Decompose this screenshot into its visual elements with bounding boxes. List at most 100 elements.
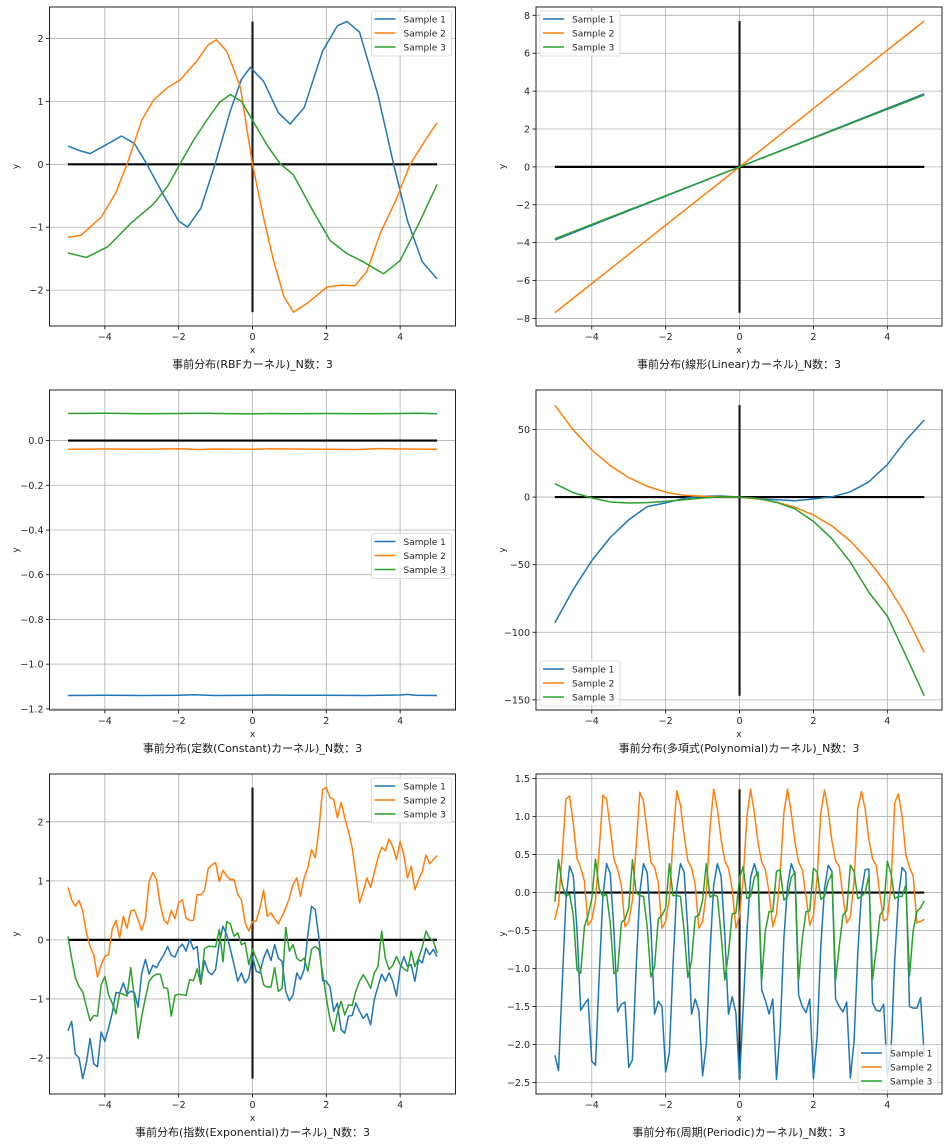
y-tick-label: 6 (524, 49, 530, 60)
legend-label-2: Sample 2 (890, 1064, 932, 1074)
subplot-exponential: −4 −2 0 2 4 −2 −1 0 1 2 x y 事前分布(指数(Exponential)カーネル… (12, 773, 456, 1139)
legend-label-3: Sample 3 (572, 44, 614, 54)
subplot-rbf: −4 −2 0 2 4 −2 −1 0 1 2 x y 事前分布(RBFカーネル)_N数：3 Sample… (12, 6, 456, 371)
y-tick-label: 1.5 (515, 774, 530, 785)
subplot-polynomial: −4 −2 0 2 4 −150 −100 −50 0 50 x y 事前分布(多項式(Polynomi… (498, 389, 943, 755)
legend-label-1: Sample 1 (404, 538, 446, 548)
y-tick-label: 2 (37, 34, 43, 45)
x-tick-label: −2 (172, 1100, 186, 1111)
subplot-title: 事前分布(多項式(Polynomial)カーネル)_N数：3 (619, 741, 860, 755)
legend-label-2: Sample 2 (572, 30, 614, 40)
legend-box (539, 660, 621, 707)
x-tick-label: 2 (810, 332, 816, 343)
y-tick-label: 1 (37, 876, 43, 887)
legend-label-1: Sample 1 (890, 1050, 932, 1060)
legend-box (371, 533, 452, 579)
legend: Sample 1 Sample 2 Sample 3 (371, 777, 452, 824)
legend-label-3: Sample 3 (404, 566, 446, 576)
legend-label-1: Sample 1 (572, 666, 614, 676)
y-tick-label: −1 (29, 994, 43, 1005)
y-tick-label: −1.0 (20, 660, 43, 671)
axes-frame (49, 6, 456, 327)
x-tick-label: −4 (98, 332, 112, 343)
x-tick-label: 0 (737, 1100, 743, 1111)
y-tick-label: 50 (518, 425, 530, 436)
y-tick-label: 1 (37, 97, 43, 108)
y-tick-label: 0 (524, 162, 530, 173)
legend-box (371, 777, 452, 824)
x-tick-label: 4 (884, 332, 890, 343)
x-tick-label: 2 (323, 332, 329, 343)
y-tick-label: −1 (29, 223, 43, 234)
y-tick-label: −2 (516, 200, 530, 211)
y-tick-label: −2.5 (507, 1078, 530, 1089)
y-tick-label: −0.2 (20, 481, 43, 492)
axes-frame (49, 389, 456, 711)
y-tick-label: 0.0 (28, 436, 43, 447)
legend-label-3: Sample 3 (404, 811, 446, 821)
plot-area (67, 20, 438, 313)
legend-label-1: Sample 1 (572, 16, 614, 26)
legend-box (539, 10, 621, 57)
y-tick-label: 0.0 (515, 888, 530, 899)
y-axis-label: y (498, 931, 508, 937)
plot-area (554, 404, 925, 697)
x-axis-label: x (736, 730, 742, 740)
legend-label-3: Sample 3 (572, 694, 614, 704)
subplot-linear: −4 −2 0 2 4 −8 −6 −4 −2 0 2 4 6 8 x y 事前分布(線形(Linear)カーネ… (498, 6, 943, 371)
legend-label-2: Sample 2 (572, 680, 614, 690)
legend-label-2: Sample 2 (404, 30, 446, 40)
x-tick-label: −4 (585, 716, 599, 727)
series-line-3 (554, 482, 925, 697)
y-tick-label: 2 (37, 817, 43, 828)
x-tick-label: 0 (249, 332, 255, 343)
y-tick-label: 8 (524, 11, 530, 22)
plot-area (67, 786, 438, 1080)
y-tick-label: 0 (37, 160, 43, 171)
legend-box (857, 1044, 939, 1091)
x-tick-label: 0 (737, 716, 743, 727)
legend-box (371, 10, 452, 57)
x-axis-label: x (250, 1114, 256, 1124)
series-line-2 (67, 447, 438, 451)
plot-area (67, 412, 438, 697)
x-tick-label: 0 (249, 716, 255, 727)
x-tick-label: 4 (884, 716, 890, 727)
x-tick-label: 0 (737, 332, 743, 343)
axes-frame (535, 389, 943, 711)
y-tick-label: −0.8 (20, 615, 43, 626)
y-tick-label: 1.0 (515, 812, 530, 823)
x-tick-label: 4 (397, 1100, 403, 1111)
series-line-1 (67, 693, 438, 697)
x-axis-label: x (736, 346, 742, 356)
legend-label-2: Sample 2 (404, 797, 446, 807)
series-line-3 (67, 920, 438, 1040)
y-tick-label: −2 (29, 1053, 43, 1064)
y-axis-label: y (498, 547, 508, 553)
series-line-3 (554, 94, 925, 240)
y-tick-label: −8 (516, 314, 530, 325)
axes-frame (49, 773, 456, 1095)
y-axis-label: y (498, 163, 508, 169)
y-axis-label: y (12, 931, 22, 937)
y-axis-label: y (12, 547, 22, 553)
legend-label-3: Sample 3 (404, 44, 446, 54)
x-tick-label: 0 (249, 1100, 255, 1111)
plot-area (554, 788, 926, 1081)
y-axis-label: y (12, 163, 22, 169)
y-tick-label: −1.2 (20, 704, 43, 715)
subplot-constant: −4 −2 0 2 4 −1.2 −1.0 −0.8 −0.6 −0.4 −0.2 0.0 x y 事前分布… (12, 389, 456, 755)
series-line-1 (554, 862, 926, 1081)
y-tick-label: −6 (516, 276, 530, 287)
series-line-1 (67, 20, 438, 280)
plot-area (554, 20, 925, 314)
x-tick-label: 2 (810, 716, 816, 727)
y-tick-label: −2 (29, 286, 43, 297)
series-line-2 (67, 786, 438, 978)
y-tick-label: 4 (524, 87, 530, 98)
x-tick-label: −4 (585, 332, 599, 343)
legend-label-2: Sample 2 (404, 552, 446, 562)
x-tick-label: −2 (172, 332, 186, 343)
axes-frame (535, 6, 943, 327)
subplot-periodic: −4 −2 0 2 4 −2.5 −2.0 −1.5 −1.0 −0.5 0.0 0.5 1.0 1.5 x… (498, 773, 943, 1139)
